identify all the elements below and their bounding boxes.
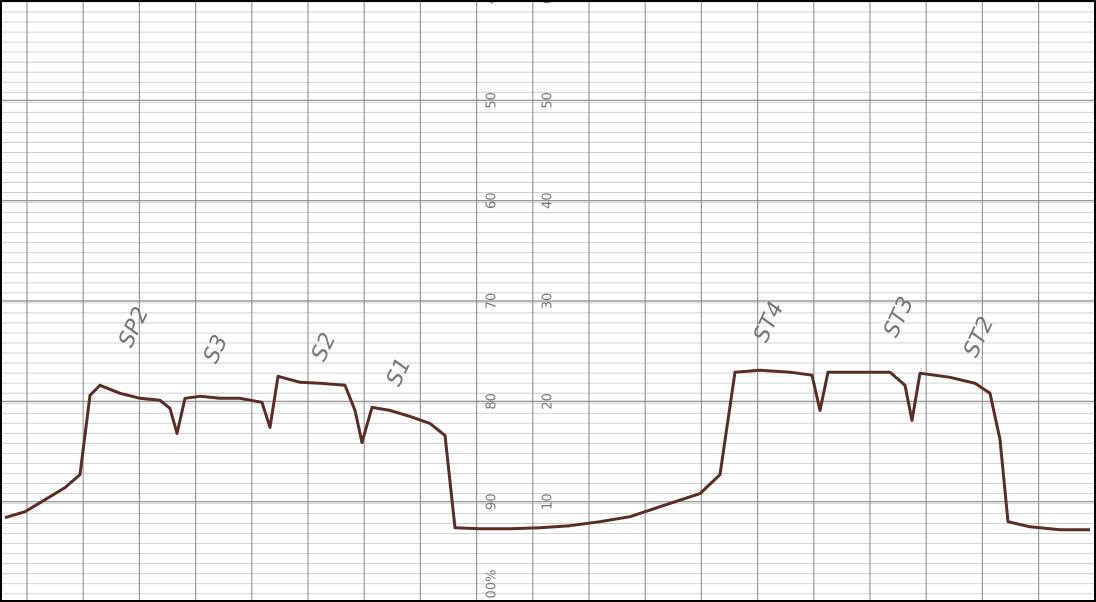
y2-tick-label: 60 [485,192,500,209]
y2-tick-label: 80 [485,393,500,410]
y2-tick-label: 70 [485,293,500,310]
y2-tick-label: 90 [485,493,500,510]
y2-tick-label: 00% [485,570,500,599]
y-tick-label: 10 [541,493,556,510]
y2-tick-label: 50 [485,92,500,109]
page: 650403020104506070809000%SP2S3S2S1ST4ST3… [0,0,1096,602]
y-tick-label: 30 [541,293,556,310]
y-tick-label: 20 [541,393,556,410]
y-tick-label: 40 [541,192,556,209]
y-tick-label: 50 [541,92,556,109]
chart: 650403020104506070809000%SP2S3S2S1ST4ST3… [0,0,1096,602]
